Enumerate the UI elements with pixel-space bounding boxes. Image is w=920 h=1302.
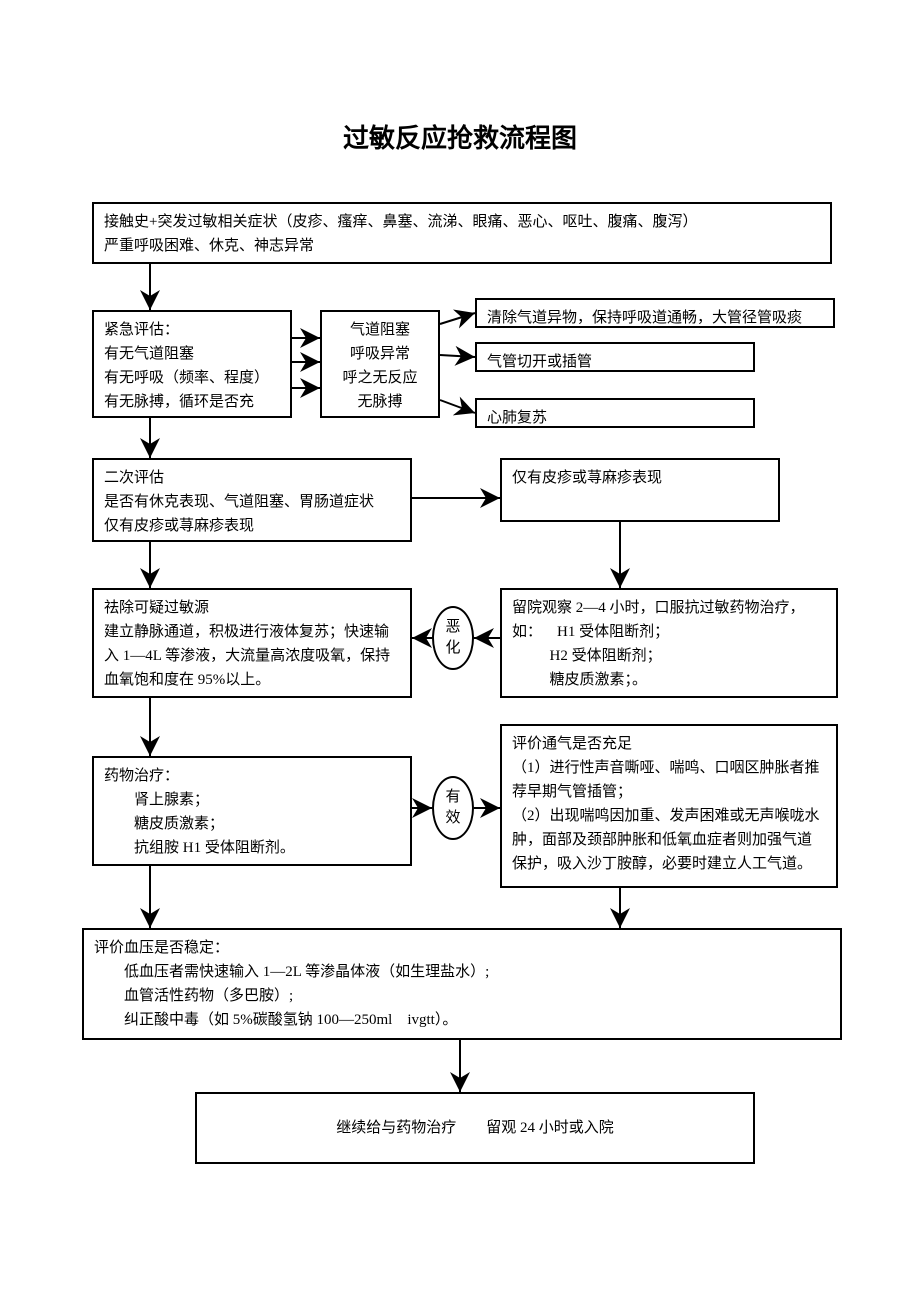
node-n1: 接触史+突发过敏相关症状（皮疹、瘙痒、鼻塞、流涕、眼痛、恶心、呕吐、腹痛、腹泻）… [92,202,832,264]
node-n5: 二次评估 是否有休克表现、气道阻塞、胃肠道症状 仅有皮疹或荨麻疹表现 [92,458,412,542]
node-n6: 仅有皮疹或荨麻疹表现 [500,458,780,522]
node-n10: 评价通气是否充足 （1）进行性声音嘶哑、喘鸣、口咽区肿胀者推荐早期气管插管； （… [500,724,838,888]
node-n7: 祛除可疑过敏源 建立静脉通道，积极进行液体复苏；快速输入 1—4L 等渗液，大流… [92,588,412,698]
node-n4c: 心肺复苏 [475,398,755,428]
edge-n3-n4c [440,400,475,413]
node-n2: 紧急评估： 有无气道阻塞 有无呼吸（频率、程度） 有无脉搏，循环是否充 [92,310,292,418]
edge-n3-n4a [440,313,475,324]
node-n11: 评价血压是否稳定： 低血压者需快速输入 1—2L 等渗晶体液（如生理盐水）; 血… [82,928,842,1040]
page-title: 过敏反应抢救流程图 [0,118,920,155]
node-n9: 药物治疗： 肾上腺素； 糖皮质激素； 抗组胺 H1 受体阻断剂。 [92,756,412,866]
node-n3: 气道阻塞 呼吸异常 呼之无反应 无脉搏 [320,310,440,418]
node-n8: 留院观察 2—4 小时，口服抗过敏药物治疗，如： H1 受体阻断剂； H2 受体… [500,588,838,698]
node-e2: 有 效 [432,776,474,840]
node-n4a: 清除气道异物，保持呼吸道通畅，大管径管吸痰 [475,298,835,328]
edge-n3-n4b [440,355,475,357]
node-e1: 恶 化 [432,606,474,670]
node-n12: 继续给与药物治疗 留观 24 小时或入院 [195,1092,755,1164]
node-n4b: 气管切开或插管 [475,342,755,372]
